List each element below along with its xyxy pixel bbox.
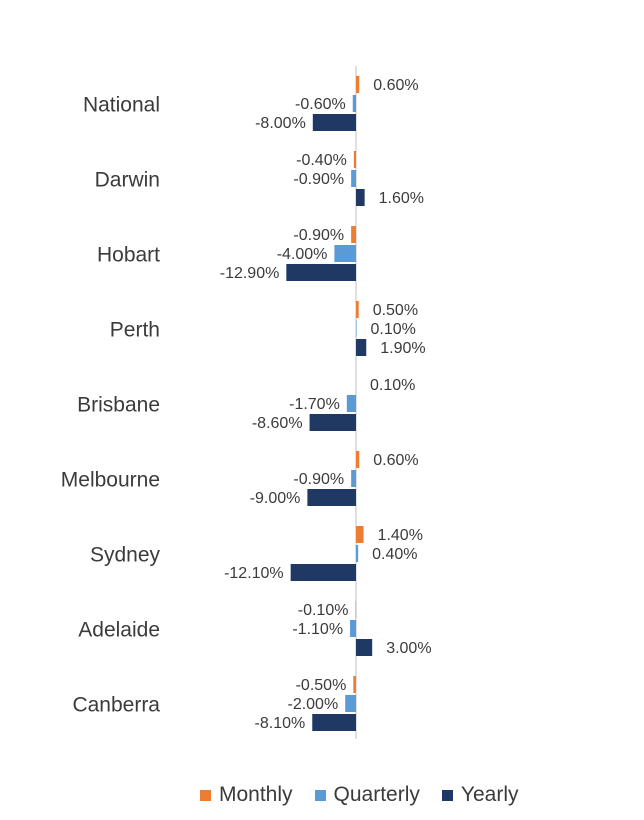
legend-label-monthly: Monthly xyxy=(219,783,293,806)
category-label-perth: Perth xyxy=(110,319,160,342)
data-label-monthly-darwin: -0.40% xyxy=(296,152,347,169)
legend: Monthly Quarterly Yearly xyxy=(200,783,541,807)
bar-monthly-national xyxy=(356,76,360,93)
data-label-monthly-canberra: -0.50% xyxy=(296,677,347,694)
data-label-yearly-perth: 1.90% xyxy=(380,340,425,357)
bar-yearly-national xyxy=(312,114,356,131)
data-label-monthly-sydney: 1.40% xyxy=(378,527,423,544)
legend-swatch-monthly xyxy=(200,789,211,801)
legend-label-yearly: Yearly xyxy=(460,783,519,806)
bar-monthly-perth xyxy=(356,301,359,318)
bar-quarterly-brisbane xyxy=(346,395,356,412)
data-label-quarterly-brisbane: -1.70% xyxy=(289,396,340,413)
bar-monthly-hobart xyxy=(351,226,356,243)
data-label-quarterly-hobart: -4.00% xyxy=(277,246,328,263)
bar-yearly-canberra xyxy=(312,714,356,731)
bar-quarterly-adelaide xyxy=(350,620,356,637)
bar-yearly-brisbane xyxy=(309,414,356,431)
bar-yearly-adelaide xyxy=(356,639,373,656)
bar-yearly-perth xyxy=(356,339,367,356)
data-label-yearly-adelaide: 3.00% xyxy=(386,640,431,657)
bar-monthly-canberra xyxy=(353,676,356,693)
data-label-yearly-canberra: -8.10% xyxy=(255,715,306,732)
category-label-national: National xyxy=(83,94,160,117)
data-label-monthly-hobart: -0.90% xyxy=(293,227,344,244)
data-label-quarterly-adelaide: -1.10% xyxy=(292,621,343,638)
category-label-canberra: Canberra xyxy=(72,694,160,717)
data-label-yearly-sydney: -12.10% xyxy=(224,565,284,582)
bar-chart: National 0.60% -0.60% -8.00% Darwin -0.40% -0.… xyxy=(61,66,432,739)
data-label-quarterly-darwin: -0.90% xyxy=(293,171,344,188)
bar-monthly-sydney xyxy=(356,526,364,543)
data-label-yearly-brisbane: -8.60% xyxy=(252,415,303,432)
bar-quarterly-melbourne xyxy=(351,470,356,487)
data-label-monthly-adelaide: -0.10% xyxy=(298,602,349,619)
bar-yearly-hobart xyxy=(286,264,356,281)
bar-quarterly-perth xyxy=(356,320,357,337)
category-label-hobart: Hobart xyxy=(97,244,160,267)
category-label-melbourne: Melbourne xyxy=(61,469,160,492)
bar-monthly-adelaide xyxy=(355,601,356,618)
legend-swatch-quarterly xyxy=(314,789,326,801)
data-label-quarterly-canberra: -2.00% xyxy=(287,696,338,713)
data-label-yearly-hobart: -12.90% xyxy=(220,265,280,282)
category-label-adelaide: Adelaide xyxy=(78,619,160,642)
bar-yearly-darwin xyxy=(356,189,365,206)
legend-item-quarterly: Quarterly xyxy=(314,783,420,807)
data-label-monthly-national: 0.60% xyxy=(373,77,418,94)
data-label-quarterly-national: -0.60% xyxy=(295,96,346,113)
data-label-monthly-melbourne: 0.60% xyxy=(373,452,418,469)
data-label-monthly-perth: 0.50% xyxy=(373,302,418,319)
bar-quarterly-hobart xyxy=(334,245,356,262)
data-label-quarterly-sydney: 0.40% xyxy=(372,546,417,563)
bar-yearly-sydney xyxy=(290,564,356,581)
data-label-quarterly-melbourne: -0.90% xyxy=(293,471,344,488)
bar-quarterly-national xyxy=(352,95,356,112)
data-label-yearly-national: -8.00% xyxy=(255,115,306,132)
bar-quarterly-darwin xyxy=(351,170,356,187)
bar-monthly-melbourne xyxy=(356,451,360,468)
bar-monthly-darwin xyxy=(353,151,356,168)
data-label-yearly-darwin: 1.60% xyxy=(379,190,424,207)
legend-swatch-yearly xyxy=(441,789,453,801)
bar-quarterly-sydney xyxy=(356,545,359,562)
legend-label-quarterly: Quarterly xyxy=(333,783,420,806)
legend-item-monthly: Monthly xyxy=(200,783,293,807)
data-label-yearly-melbourne: -9.00% xyxy=(250,490,301,507)
legend-item-yearly: Yearly xyxy=(441,783,519,807)
data-label-extra-brisbane: 0.10% xyxy=(370,377,415,394)
category-label-sydney: Sydney xyxy=(90,544,161,567)
category-label-darwin: Darwin xyxy=(95,169,160,192)
bar-yearly-melbourne xyxy=(307,489,356,506)
category-label-brisbane: Brisbane xyxy=(77,394,160,417)
bar-quarterly-canberra xyxy=(345,695,356,712)
data-label-quarterly-perth: 0.10% xyxy=(371,321,416,338)
